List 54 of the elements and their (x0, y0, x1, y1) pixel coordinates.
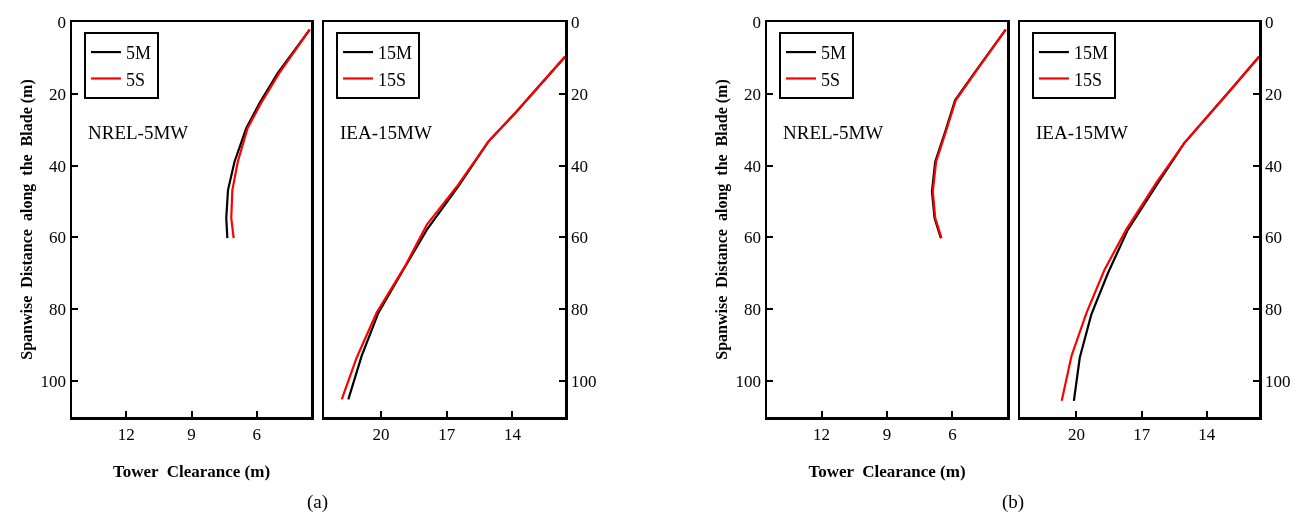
y-tick-label: 40 (48, 156, 66, 176)
y-tick-label: 100 (1264, 372, 1291, 392)
y-tick-label: 40 (743, 156, 761, 176)
x-tick-label: 12 (812, 424, 830, 444)
annotation: NREL-5MW (87, 122, 189, 143)
legend-label: 5M (125, 43, 151, 64)
y-tick-label: 60 (571, 228, 589, 248)
x-tick-label: 14 (504, 424, 522, 444)
y-axis-title: Spanwise Distance along the Blade (m) (712, 79, 731, 360)
y-tick-label: 60 (1264, 228, 1282, 248)
y-tick-label: 20 (48, 84, 66, 104)
legend-label: 15M (378, 43, 413, 64)
x-tick-label: 17 (438, 424, 456, 444)
x-tick-label: 20 (372, 424, 390, 444)
y-tick-label: 80 (1264, 300, 1282, 320)
y-tick-label: 20 (743, 84, 761, 104)
legend-label: 15S (1073, 69, 1102, 90)
x-tick-label: 17 (1133, 424, 1151, 444)
y-tick-label: 20 (571, 84, 589, 104)
y-axis-title: Spanwise Distance along the Blade (m) (17, 79, 36, 360)
y-tick-label: 20 (1264, 84, 1282, 104)
legend-label: 15M (1073, 43, 1108, 64)
y-tick-label: 100 (571, 372, 597, 392)
y-tick-label: 60 (743, 228, 761, 248)
legend-label: 15S (378, 69, 407, 90)
y-tick-label: 80 (743, 300, 761, 320)
y-tick-label: 60 (48, 228, 66, 248)
legend-label: 5M (820, 43, 846, 64)
x-tick-label: 12 (117, 424, 135, 444)
x-axis-title: Tower Clearance (m) (112, 461, 270, 481)
x-tick-label: 20 (1067, 424, 1085, 444)
y-tick-label: 40 (1264, 156, 1282, 176)
y-tick-label: 0 (752, 12, 761, 32)
legend-label: 5S (125, 69, 145, 90)
legend-label: 5S (820, 69, 840, 90)
x-tick-label: 9 (186, 424, 196, 444)
annotation: IEA-15MW (1036, 122, 1128, 143)
text: (b) (1001, 491, 1024, 513)
y-tick-label: 0 (57, 12, 66, 32)
annotation: NREL-5MW (782, 122, 884, 143)
text: (a) (306, 491, 328, 513)
x-tick-label: 14 (1198, 424, 1216, 444)
y-tick-label: 40 (571, 156, 589, 176)
x-tick-label: 6 (252, 424, 261, 444)
x-tick-label: 9 (882, 424, 891, 444)
annotation: IEA-15MW (340, 122, 433, 143)
y-tick-label: 100 (735, 372, 761, 392)
y-tick-label: 80 (571, 300, 589, 320)
x-tick-label: 6 (947, 424, 957, 444)
y-tick-label: 80 (48, 300, 66, 320)
x-axis-title: Tower Clearance (m) (808, 461, 966, 481)
y-tick-label: 0 (1264, 12, 1274, 32)
y-tick-label: 100 (40, 372, 66, 392)
y-tick-label: 0 (571, 12, 580, 32)
